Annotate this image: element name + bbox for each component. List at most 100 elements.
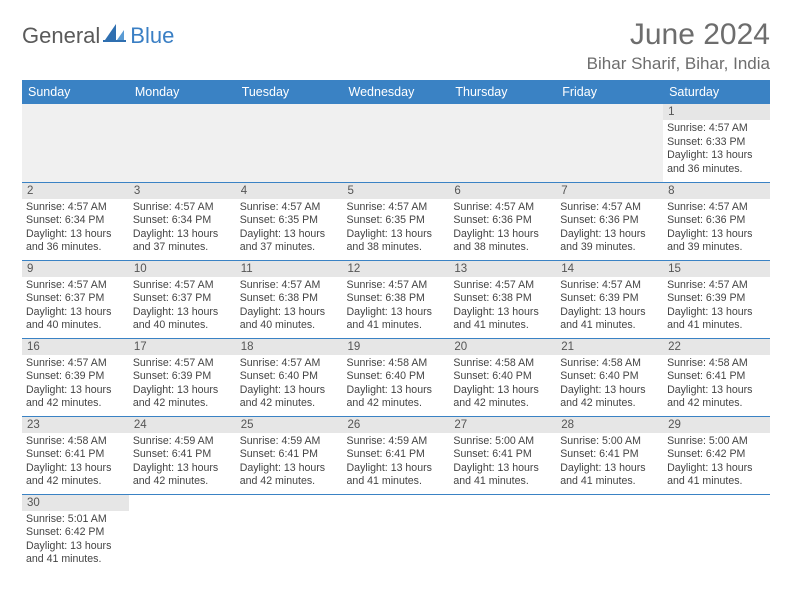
weekday-header: Tuesday [236, 80, 343, 104]
calendar-cell: 2Sunrise: 4:57 AMSunset: 6:34 PMDaylight… [22, 182, 129, 260]
day-details: Sunrise: 4:59 AMSunset: 6:41 PMDaylight:… [129, 433, 236, 492]
calendar-cell [556, 104, 663, 182]
day-number: 19 [343, 339, 450, 355]
day-number: 10 [129, 261, 236, 277]
day-details: Sunrise: 4:57 AMSunset: 6:37 PMDaylight:… [129, 277, 236, 336]
day-details: Sunrise: 4:57 AMSunset: 6:34 PMDaylight:… [129, 199, 236, 258]
calendar-table: SundayMondayTuesdayWednesdayThursdayFrid… [22, 80, 770, 572]
calendar-cell [236, 494, 343, 572]
calendar-cell: 27Sunrise: 5:00 AMSunset: 6:41 PMDayligh… [449, 416, 556, 494]
day-number: 6 [449, 183, 556, 199]
day-details: Sunrise: 4:57 AMSunset: 6:39 PMDaylight:… [129, 355, 236, 414]
day-details: Sunrise: 5:00 AMSunset: 6:42 PMDaylight:… [663, 433, 770, 492]
calendar-cell [129, 494, 236, 572]
weekday-header: Monday [129, 80, 236, 104]
day-details: Sunrise: 4:57 AMSunset: 6:35 PMDaylight:… [343, 199, 450, 258]
month-title: June 2024 [587, 18, 770, 52]
day-details: Sunrise: 4:57 AMSunset: 6:38 PMDaylight:… [343, 277, 450, 336]
day-number: 30 [22, 495, 129, 511]
calendar-cell: 1Sunrise: 4:57 AMSunset: 6:33 PMDaylight… [663, 104, 770, 182]
calendar-cell: 25Sunrise: 4:59 AMSunset: 6:41 PMDayligh… [236, 416, 343, 494]
day-number: 13 [449, 261, 556, 277]
day-number: 15 [663, 261, 770, 277]
calendar-cell [449, 494, 556, 572]
calendar-cell: 6Sunrise: 4:57 AMSunset: 6:36 PMDaylight… [449, 182, 556, 260]
day-details: Sunrise: 4:57 AMSunset: 6:36 PMDaylight:… [449, 199, 556, 258]
day-details: Sunrise: 4:57 AMSunset: 6:34 PMDaylight:… [22, 199, 129, 258]
calendar-cell [22, 104, 129, 182]
logo-text-blue: Blue [130, 23, 174, 49]
location-subtitle: Bihar Sharif, Bihar, India [587, 54, 770, 74]
day-details: Sunrise: 4:57 AMSunset: 6:38 PMDaylight:… [236, 277, 343, 336]
calendar-cell: 19Sunrise: 4:58 AMSunset: 6:40 PMDayligh… [343, 338, 450, 416]
day-details: Sunrise: 4:57 AMSunset: 6:39 PMDaylight:… [663, 277, 770, 336]
day-details: Sunrise: 4:58 AMSunset: 6:41 PMDaylight:… [663, 355, 770, 414]
calendar-cell: 11Sunrise: 4:57 AMSunset: 6:38 PMDayligh… [236, 260, 343, 338]
day-number: 17 [129, 339, 236, 355]
calendar-cell: 29Sunrise: 5:00 AMSunset: 6:42 PMDayligh… [663, 416, 770, 494]
day-number: 24 [129, 417, 236, 433]
calendar-cell: 22Sunrise: 4:58 AMSunset: 6:41 PMDayligh… [663, 338, 770, 416]
day-number: 3 [129, 183, 236, 199]
calendar-cell: 15Sunrise: 4:57 AMSunset: 6:39 PMDayligh… [663, 260, 770, 338]
calendar-cell [343, 494, 450, 572]
calendar-cell [129, 104, 236, 182]
day-number: 1 [663, 104, 770, 120]
calendar-cell [236, 104, 343, 182]
calendar-cell: 18Sunrise: 4:57 AMSunset: 6:40 PMDayligh… [236, 338, 343, 416]
day-number: 29 [663, 417, 770, 433]
day-details: Sunrise: 5:00 AMSunset: 6:41 PMDaylight:… [449, 433, 556, 492]
day-number: 2 [22, 183, 129, 199]
weekday-header: Saturday [663, 80, 770, 104]
logo: General Blue [22, 22, 174, 49]
day-details: Sunrise: 4:58 AMSunset: 6:40 PMDaylight:… [556, 355, 663, 414]
day-details: Sunrise: 4:57 AMSunset: 6:38 PMDaylight:… [449, 277, 556, 336]
calendar-cell [556, 494, 663, 572]
calendar-cell [343, 104, 450, 182]
day-details: Sunrise: 4:59 AMSunset: 6:41 PMDaylight:… [236, 433, 343, 492]
day-number: 25 [236, 417, 343, 433]
day-number: 7 [556, 183, 663, 199]
calendar-cell: 26Sunrise: 4:59 AMSunset: 6:41 PMDayligh… [343, 416, 450, 494]
day-number: 20 [449, 339, 556, 355]
day-number: 11 [236, 261, 343, 277]
day-number: 9 [22, 261, 129, 277]
day-details: Sunrise: 4:59 AMSunset: 6:41 PMDaylight:… [343, 433, 450, 492]
day-number: 21 [556, 339, 663, 355]
weekday-header: Thursday [449, 80, 556, 104]
day-number: 28 [556, 417, 663, 433]
day-number: 22 [663, 339, 770, 355]
calendar-cell: 14Sunrise: 4:57 AMSunset: 6:39 PMDayligh… [556, 260, 663, 338]
calendar-cell: 7Sunrise: 4:57 AMSunset: 6:36 PMDaylight… [556, 182, 663, 260]
day-details: Sunrise: 4:57 AMSunset: 6:36 PMDaylight:… [556, 199, 663, 258]
weekday-header: Wednesday [343, 80, 450, 104]
day-number: 27 [449, 417, 556, 433]
calendar-cell: 23Sunrise: 4:58 AMSunset: 6:41 PMDayligh… [22, 416, 129, 494]
day-number: 16 [22, 339, 129, 355]
day-number: 14 [556, 261, 663, 277]
weekday-header: Sunday [22, 80, 129, 104]
day-details: Sunrise: 4:57 AMSunset: 6:35 PMDaylight:… [236, 199, 343, 258]
weekday-header: Friday [556, 80, 663, 104]
calendar-cell: 20Sunrise: 4:58 AMSunset: 6:40 PMDayligh… [449, 338, 556, 416]
calendar-cell: 24Sunrise: 4:59 AMSunset: 6:41 PMDayligh… [129, 416, 236, 494]
day-number: 5 [343, 183, 450, 199]
day-details: Sunrise: 5:01 AMSunset: 6:42 PMDaylight:… [22, 511, 129, 570]
day-number: 26 [343, 417, 450, 433]
day-details: Sunrise: 4:58 AMSunset: 6:40 PMDaylight:… [449, 355, 556, 414]
day-details: Sunrise: 4:57 AMSunset: 6:37 PMDaylight:… [22, 277, 129, 336]
calendar-cell: 5Sunrise: 4:57 AMSunset: 6:35 PMDaylight… [343, 182, 450, 260]
calendar-cell: 3Sunrise: 4:57 AMSunset: 6:34 PMDaylight… [129, 182, 236, 260]
title-block: June 2024 Bihar Sharif, Bihar, India [587, 18, 770, 74]
day-details: Sunrise: 4:57 AMSunset: 6:39 PMDaylight:… [22, 355, 129, 414]
calendar-body: 1Sunrise: 4:57 AMSunset: 6:33 PMDaylight… [22, 104, 770, 572]
calendar-head: SundayMondayTuesdayWednesdayThursdayFrid… [22, 80, 770, 104]
day-details: Sunrise: 4:57 AMSunset: 6:33 PMDaylight:… [663, 120, 770, 179]
calendar-cell: 8Sunrise: 4:57 AMSunset: 6:36 PMDaylight… [663, 182, 770, 260]
day-details: Sunrise: 4:57 AMSunset: 6:36 PMDaylight:… [663, 199, 770, 258]
calendar-cell: 4Sunrise: 4:57 AMSunset: 6:35 PMDaylight… [236, 182, 343, 260]
day-details: Sunrise: 4:58 AMSunset: 6:41 PMDaylight:… [22, 433, 129, 492]
day-number: 4 [236, 183, 343, 199]
calendar-cell: 16Sunrise: 4:57 AMSunset: 6:39 PMDayligh… [22, 338, 129, 416]
calendar-cell [449, 104, 556, 182]
